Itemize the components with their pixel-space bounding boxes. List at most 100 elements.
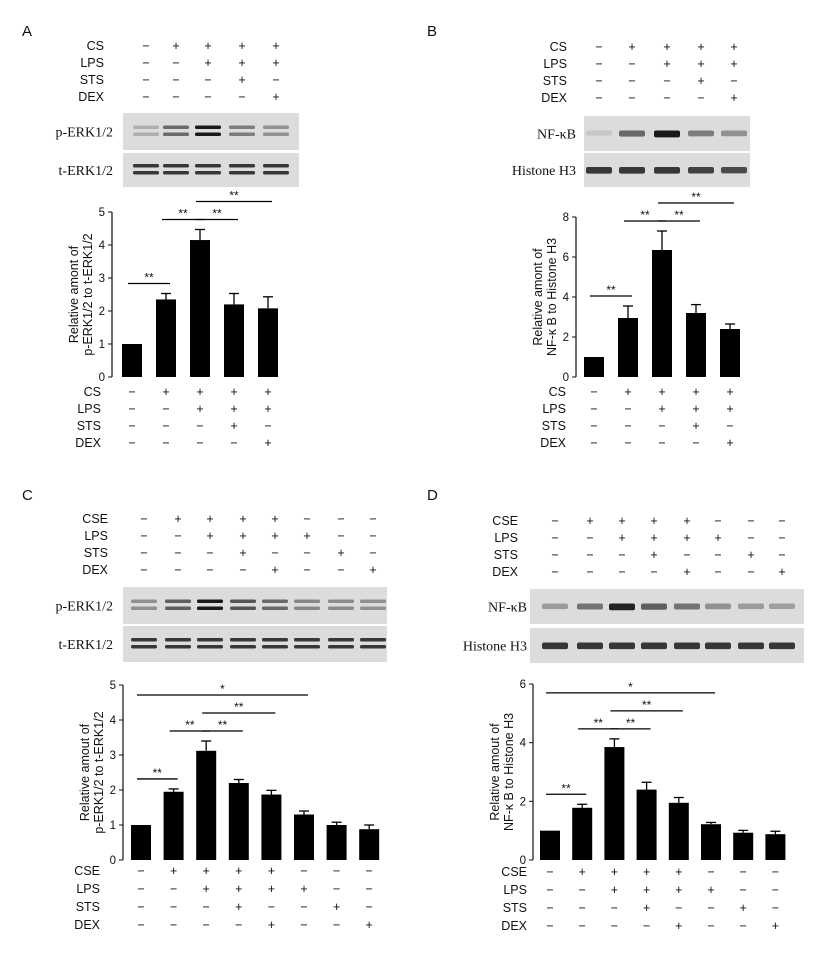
blot-background xyxy=(123,626,387,662)
blot-band xyxy=(230,599,256,603)
condition-sign: − xyxy=(137,864,144,878)
treatment-sign: + xyxy=(618,514,625,528)
y-axis-label-line: p-ERK1/2 to t-ERK1/2 xyxy=(81,233,95,355)
blot-band xyxy=(262,606,288,610)
treatment-sign: + xyxy=(730,57,737,71)
treatment-sign: − xyxy=(303,563,310,577)
blot-band xyxy=(586,130,612,136)
panel-letter-C: C xyxy=(22,487,33,504)
blot-strip xyxy=(584,116,750,151)
condition-sign: + xyxy=(230,419,237,433)
y-tick-label: 4 xyxy=(99,240,106,252)
blot-band xyxy=(230,638,256,642)
condition-sign: + xyxy=(235,864,242,878)
treatment-sign: − xyxy=(595,57,602,71)
treatment-sign: + xyxy=(172,39,179,53)
significance-label: ** xyxy=(229,188,239,202)
bar xyxy=(733,832,754,860)
condition-sign: − xyxy=(333,864,340,878)
condition-label: CSE xyxy=(501,865,527,879)
blot-band xyxy=(229,125,255,129)
condition-sign: + xyxy=(268,864,275,878)
condition-label: STS xyxy=(542,419,566,433)
y-tick-label: 3 xyxy=(110,750,116,762)
y-tick-label: 0 xyxy=(520,855,526,867)
blot-band xyxy=(769,642,795,650)
blot-band xyxy=(577,642,603,650)
treatment-sign: − xyxy=(650,565,657,579)
blot-band xyxy=(195,164,221,168)
blot-band xyxy=(131,606,157,610)
bar xyxy=(584,357,604,377)
treatment-sign: − xyxy=(174,546,181,560)
y-tick-label: 6 xyxy=(520,679,526,691)
y-tick-label: 2 xyxy=(110,785,116,797)
condition-label: STS xyxy=(77,419,101,433)
blot-band xyxy=(294,599,320,603)
treatment-sign: − xyxy=(586,565,593,579)
blot-band xyxy=(542,603,568,610)
bar xyxy=(636,789,657,860)
condition-sign: − xyxy=(546,865,553,879)
y-axis-label-line: NF-κ B to Histone H3 xyxy=(502,713,516,831)
bar xyxy=(224,304,244,377)
treatment-sign: − xyxy=(586,531,593,545)
condition-sign: + xyxy=(772,919,779,933)
blot-strip xyxy=(123,626,387,662)
condition-sign: − xyxy=(590,436,597,450)
treatment-sign: + xyxy=(272,90,279,104)
blot-band xyxy=(195,125,221,129)
treatment-sign: + xyxy=(271,512,278,526)
condition-sign: − xyxy=(740,883,747,897)
condition-sign: − xyxy=(170,918,177,932)
condition-sign: + xyxy=(300,882,307,896)
condition-sign: + xyxy=(643,901,650,915)
condition-sign: − xyxy=(333,918,340,932)
blot-label: NF-κB xyxy=(537,128,576,143)
condition-sign: − xyxy=(128,419,135,433)
blot-band xyxy=(586,167,612,174)
blot-band xyxy=(165,606,191,610)
condition-label: DEX xyxy=(74,918,100,932)
blot-band xyxy=(263,164,289,168)
treatment-sign: − xyxy=(140,512,147,526)
condition-sign: − xyxy=(624,402,631,416)
condition-label: STS xyxy=(503,901,527,915)
condition-sign: − xyxy=(137,918,144,932)
significance-label: ** xyxy=(144,271,154,285)
blot-band xyxy=(163,164,189,168)
condition-sign: − xyxy=(590,419,597,433)
treatment-label: CSE xyxy=(82,512,108,526)
condition-sign: − xyxy=(128,402,135,416)
y-axis-label: Relative amout ofNF-κ B to Histone H3 xyxy=(488,713,516,831)
y-tick-label: 0 xyxy=(99,372,105,384)
condition-sign: − xyxy=(137,882,144,896)
blot-label: NF-κB xyxy=(488,601,527,616)
condition-sign: − xyxy=(300,900,307,914)
blot-band xyxy=(133,171,159,175)
treatment-sign: + xyxy=(747,548,754,562)
condition-sign: + xyxy=(579,865,586,879)
y-axis-label: Relative amont ofNF-κ B to Histone H3 xyxy=(531,238,559,356)
treatment-sign: − xyxy=(142,56,149,70)
blot-band xyxy=(619,167,645,174)
significance-label: ** xyxy=(640,208,650,222)
blot-band xyxy=(294,606,320,610)
condition-sign: + xyxy=(162,385,169,399)
y-tick-label: 4 xyxy=(520,738,527,750)
treatment-sign: − xyxy=(747,531,754,545)
bar xyxy=(122,344,142,377)
condition-sign: − xyxy=(658,436,665,450)
condition-sign: − xyxy=(366,882,373,896)
condition-sign: + xyxy=(658,385,665,399)
condition-sign: − xyxy=(579,883,586,897)
blot-band xyxy=(229,171,255,175)
treatment-sign: − xyxy=(337,563,344,577)
y-tick-label: 5 xyxy=(110,680,116,692)
treatment-sign: − xyxy=(172,56,179,70)
significance-label: ** xyxy=(642,698,652,712)
treatment-label: DEX xyxy=(78,90,104,104)
condition-sign: + xyxy=(692,419,699,433)
treatment-sign: + xyxy=(238,56,245,70)
